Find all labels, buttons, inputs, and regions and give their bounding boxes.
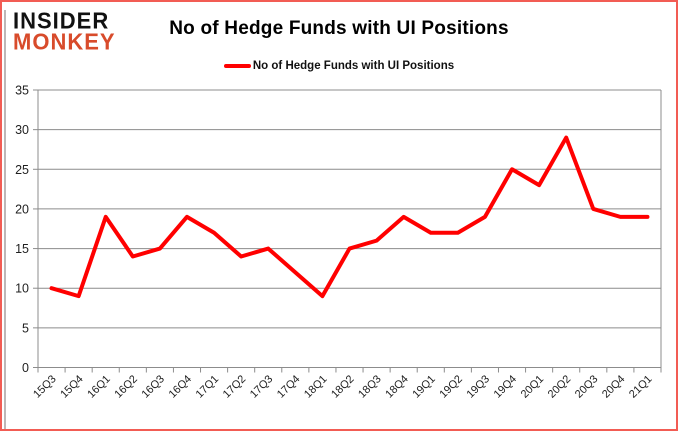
logo-line-insider: INSIDER xyxy=(13,7,110,34)
svg-text:20Q2: 20Q2 xyxy=(546,373,574,401)
svg-text:19Q4: 19Q4 xyxy=(492,373,520,401)
svg-text:25: 25 xyxy=(15,163,29,177)
svg-text:16Q4: 16Q4 xyxy=(167,373,195,401)
y-axis-labels: 0 5 10 15 20 25 30 35 xyxy=(15,84,29,376)
chart-title: No of Hedge Funds with UI Positions xyxy=(169,18,509,39)
gridlines xyxy=(37,89,662,368)
svg-text:5: 5 xyxy=(22,321,29,335)
svg-text:0: 0 xyxy=(22,361,29,375)
legend: No of Hedge Funds with UI Positions xyxy=(2,60,676,72)
svg-text:19Q1: 19Q1 xyxy=(410,373,438,401)
svg-text:18Q3: 18Q3 xyxy=(356,373,384,401)
svg-text:20Q3: 20Q3 xyxy=(573,373,601,401)
axis-ticks xyxy=(33,89,662,373)
svg-text:17Q4: 17Q4 xyxy=(275,373,303,401)
svg-text:16Q2: 16Q2 xyxy=(112,373,140,401)
svg-text:30: 30 xyxy=(15,123,29,137)
legend-label: No of Hedge Funds with UI Positions xyxy=(252,60,455,72)
svg-text:18Q1: 18Q1 xyxy=(302,373,330,401)
legend-line-marker xyxy=(223,64,251,68)
svg-text:16Q3: 16Q3 xyxy=(139,373,167,401)
svg-text:15Q3: 15Q3 xyxy=(31,373,59,401)
svg-text:35: 35 xyxy=(15,84,29,98)
svg-text:20Q1: 20Q1 xyxy=(519,373,547,401)
series-line xyxy=(49,135,650,299)
svg-text:19Q2: 19Q2 xyxy=(437,373,465,401)
x-axis-labels: 15Q3 15Q4 16Q1 16Q2 16Q3 16Q4 17Q1 17Q2 17Q3 17Q4… xyxy=(31,373,654,401)
svg-text:15: 15 xyxy=(15,242,29,256)
svg-text:21Q1: 21Q1 xyxy=(627,373,655,401)
svg-text:20Q4: 20Q4 xyxy=(600,373,628,401)
svg-text:17Q1: 17Q1 xyxy=(194,373,222,401)
insider-monkey-logo: INSIDER MONKEY xyxy=(13,7,116,56)
svg-text:19Q3: 19Q3 xyxy=(465,373,493,401)
svg-text:17Q2: 17Q2 xyxy=(221,373,249,401)
left-inner-shadow xyxy=(4,10,6,429)
svg-text:10: 10 xyxy=(15,282,29,296)
svg-text:15Q4: 15Q4 xyxy=(58,373,86,401)
svg-text:18Q2: 18Q2 xyxy=(329,373,357,401)
svg-text:17Q3: 17Q3 xyxy=(248,373,276,401)
svg-text:18Q4: 18Q4 xyxy=(383,373,411,401)
logo-line-monkey: MONKEY xyxy=(13,29,116,56)
svg-text:16Q1: 16Q1 xyxy=(85,373,113,401)
svg-text:20: 20 xyxy=(15,202,29,216)
